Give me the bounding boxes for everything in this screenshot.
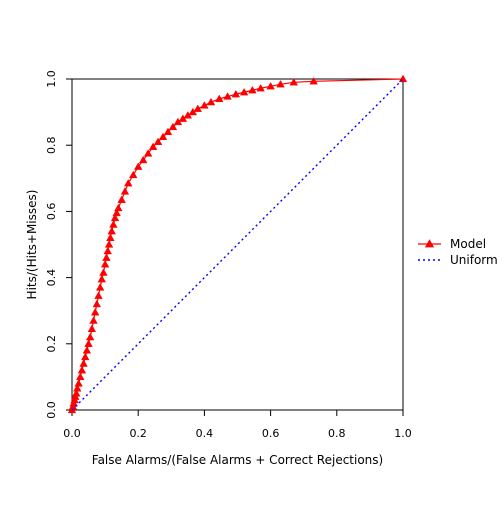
data-point [215, 94, 224, 102]
data-point [106, 233, 115, 241]
data-point [112, 208, 121, 217]
data-point [129, 170, 138, 179]
y-tick-label: 1.0 [45, 70, 58, 88]
data-point [103, 246, 112, 255]
series-model [67, 74, 408, 414]
y-tick-label: 0.2 [45, 335, 58, 353]
x-axis-title: False Alarms/(False Alarms + Correct Rej… [92, 453, 383, 467]
data-point [117, 195, 126, 203]
y-tick-label: 0.4 [45, 269, 58, 287]
series-uniform [71, 78, 404, 411]
legend-marker [424, 239, 435, 248]
data-point [94, 291, 103, 299]
data-point [92, 299, 102, 308]
data-point [74, 379, 83, 387]
plot-frame [71, 78, 404, 411]
data-point [200, 101, 209, 109]
x-tick-label: 0.6 [262, 427, 280, 440]
data-point [143, 149, 153, 157]
data-point [100, 260, 110, 268]
data-point [77, 365, 87, 374]
data-point [309, 77, 318, 85]
data-point [133, 162, 143, 170]
data-point [223, 92, 232, 100]
data-point [289, 78, 299, 86]
data-point [110, 213, 120, 222]
data-point [109, 220, 118, 228]
data-point [276, 79, 285, 88]
legend-item-model: Model [418, 237, 486, 251]
data-point [89, 316, 98, 324]
data-point [107, 226, 116, 235]
data-point [138, 155, 148, 164]
data-point [79, 359, 88, 367]
y-tick-label: 0.0 [45, 401, 58, 419]
data-point [72, 389, 81, 397]
data-point [266, 81, 275, 90]
data-point [102, 253, 111, 261]
data-point [163, 127, 173, 136]
data-point [158, 132, 168, 141]
series-layer [67, 74, 408, 414]
data-point [248, 85, 257, 94]
data-point [87, 324, 97, 333]
data-point [81, 352, 90, 361]
data-point [99, 268, 108, 276]
data-point [97, 274, 107, 283]
data-point [85, 332, 95, 341]
y-tick-label: 0.8 [45, 136, 58, 154]
data-point [148, 142, 158, 150]
data-point [206, 97, 216, 106]
x-tick-label: 0.0 [63, 427, 81, 440]
data-point [73, 384, 82, 392]
data-point [239, 87, 249, 96]
data-point [95, 283, 105, 291]
data-point [153, 137, 163, 145]
series-line-uniform [71, 78, 404, 411]
x-axis: 0.0 0.2 0.4 0.6 0.8 1.0 [63, 410, 412, 440]
data-point [82, 346, 92, 354]
data-point [76, 372, 85, 380]
data-point [124, 178, 133, 187]
x-tick-label: 0.4 [196, 427, 214, 440]
x-tick-label: 0.8 [328, 427, 346, 440]
y-axis: 0.0 0.2 0.4 0.6 0.8 1.0 [45, 70, 72, 419]
data-point [168, 122, 178, 131]
data-point [84, 339, 93, 347]
data-point [193, 104, 203, 112]
y-tick-label: 0.6 [45, 203, 58, 221]
legend-item-uniform: Uniform [418, 253, 498, 267]
data-point [231, 89, 241, 98]
data-point [104, 240, 114, 248]
data-point [90, 308, 100, 316]
legend-label: Model [450, 237, 486, 251]
y-axis-title: Hits/(Hits+Misses) [25, 190, 39, 300]
data-point [114, 203, 123, 212]
data-point [120, 187, 130, 195]
legend: Model Uniform [418, 237, 498, 267]
x-tick-label: 1.0 [394, 427, 412, 440]
legend-label: Uniform [450, 253, 498, 267]
data-point [256, 83, 265, 92]
x-tick-label: 0.2 [129, 427, 147, 440]
